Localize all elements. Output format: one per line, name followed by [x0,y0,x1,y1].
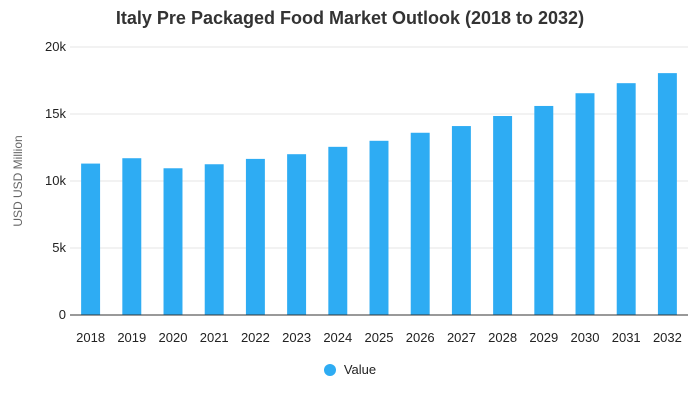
legend-label: Value [343,362,377,377]
x-tick-label: 2029 [529,330,558,345]
bar-2023 [287,154,307,315]
y-tick-label: 20k [45,39,66,54]
legend: Value [0,362,700,377]
bar-2024 [328,146,348,315]
x-tick-label: 2023 [282,330,311,345]
bar-2031 [616,83,636,316]
x-tick-label: 2027 [447,330,476,345]
bar-2022 [245,158,265,315]
chart-title: Italy Pre Packaged Food Market Outlook (… [115,8,585,28]
bar-2027 [451,126,471,315]
x-tick-label: 2021 [200,330,229,345]
x-tick-label: 2022 [241,330,270,345]
bar-2028 [493,116,513,315]
bar-2020 [163,168,183,315]
x-tick-label: 2032 [653,330,682,345]
x-tick-label: 2026 [406,330,435,345]
x-tick-label: 2025 [365,330,394,345]
x-tick-label: 2030 [571,330,600,345]
bar-2021 [204,164,224,315]
x-tick-label: 2028 [488,330,517,345]
x-tick-label: 2018 [76,330,105,345]
x-axis-ticks: 2018 2019 2020 2021 2022 2023 2024 2025 2026 2027… [76,330,682,345]
y-tick-label: 15k [45,106,66,121]
y-axis-ticks: 0 5k 10k 15k 20k [45,39,66,322]
bars [81,73,677,316]
bar-2029 [534,105,554,316]
bar-2026 [410,132,430,315]
x-tick-label: 2019 [117,330,146,345]
bar-2019 [122,158,142,315]
bar-2025 [369,140,389,315]
bar-2018 [81,163,101,315]
y-tick-label: 0 [59,307,66,322]
x-tick-label: 2031 [612,330,641,345]
y-axis-label: USD USD Million [11,135,25,226]
bar-2032 [657,73,677,315]
legend-swatch [323,364,336,376]
bar-2030 [575,93,595,315]
x-tick-label: 2020 [159,330,188,345]
y-tick-label: 10k [45,173,66,188]
x-tick-label: 2024 [323,330,352,345]
y-tick-label: 5k [52,240,66,255]
